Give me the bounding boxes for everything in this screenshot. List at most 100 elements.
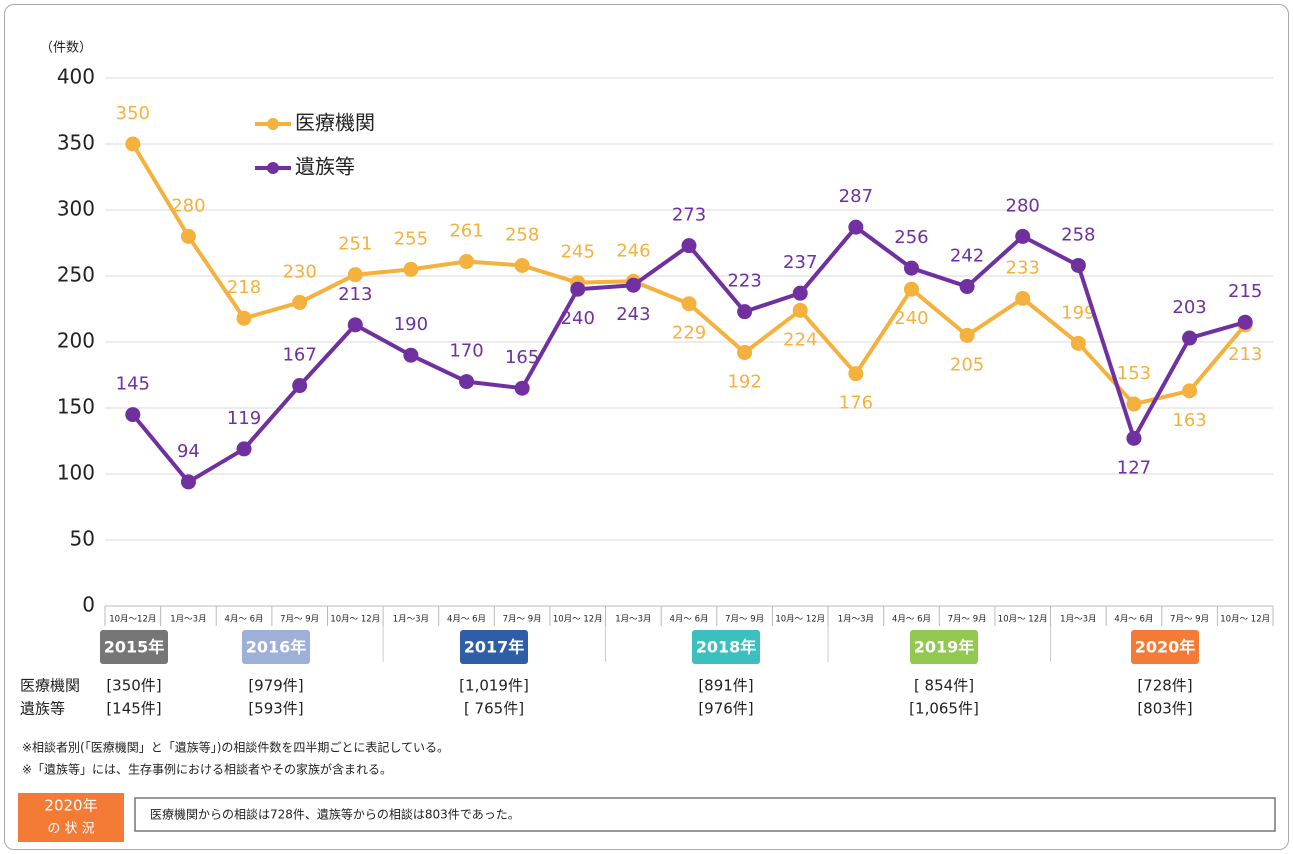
point — [403, 347, 419, 363]
point — [1126, 430, 1142, 446]
data-label: 261 — [449, 220, 483, 241]
data-label: 229 — [672, 323, 706, 344]
data-label: 218 — [227, 277, 261, 298]
year-badge — [692, 630, 760, 664]
data-label: 190 — [394, 314, 428, 335]
data-label: 192 — [727, 372, 761, 393]
data-label: 256 — [894, 227, 928, 248]
data-label: 127 — [1117, 457, 1151, 478]
data-label: 280 — [171, 195, 205, 216]
y-tick-label: 150 — [57, 395, 95, 419]
point — [570, 281, 586, 297]
point — [737, 345, 753, 361]
x-tick-label: 10月～12月 — [109, 615, 156, 625]
data-label: 233 — [1006, 257, 1040, 278]
point — [514, 380, 530, 396]
y-tick-label: 350 — [57, 131, 95, 155]
data-label: 163 — [1172, 410, 1206, 431]
data-label: 199 — [1061, 302, 1095, 323]
point — [1015, 228, 1031, 244]
year-badge-label: 2018年 — [696, 638, 757, 657]
x-tick-label: 4月～ 6月 — [447, 615, 486, 625]
x-tick-label: 7月～ 9月 — [1170, 615, 1209, 625]
data-label: 94 — [177, 441, 200, 462]
data-label: 165 — [505, 347, 539, 368]
y-tick-label: 250 — [57, 263, 95, 287]
point — [792, 285, 808, 301]
data-label: 213 — [1228, 344, 1262, 365]
data-label: 273 — [672, 205, 706, 226]
data-label: 213 — [338, 284, 372, 305]
legend-marker — [267, 162, 279, 174]
x-tick-label: 4月～ 6月 — [225, 615, 264, 625]
point — [514, 257, 530, 273]
point — [1070, 257, 1086, 273]
year-badge-label: 2020年 — [1135, 638, 1196, 657]
data-label: 240 — [894, 308, 928, 329]
medical-total: [ 854件] — [914, 677, 974, 695]
point — [125, 136, 141, 152]
x-tick-label: 7月～ 9月 — [948, 615, 987, 625]
x-tick-label: 7月～ 9月 — [503, 615, 542, 625]
x-tick-label: 7月～ 9月 — [280, 615, 319, 625]
point — [125, 407, 141, 423]
medical-total: [350件] — [106, 677, 161, 695]
data-label: 255 — [394, 228, 428, 249]
y-tick-label: 300 — [57, 197, 95, 221]
year-badge-label: 2017年 — [464, 638, 525, 657]
point — [180, 474, 196, 490]
data-label: 224 — [783, 329, 817, 350]
x-tick-label: 10月～ 12月 — [553, 615, 603, 625]
data-label: 350 — [116, 103, 150, 124]
year-badge — [460, 630, 528, 664]
point — [1237, 314, 1253, 330]
x-tick-label: 1月～3月 — [170, 615, 206, 625]
year-badge — [242, 630, 310, 664]
data-label: 176 — [839, 393, 873, 414]
x-tick-label: 1月～3月 — [615, 615, 651, 625]
medical-total: [891件] — [698, 677, 753, 695]
data-label: 215 — [1228, 281, 1262, 302]
y-tick-label: 50 — [70, 527, 95, 551]
point — [625, 277, 641, 293]
point — [792, 302, 808, 318]
point — [959, 327, 975, 343]
medical-total: [728件] — [1137, 677, 1192, 695]
point — [903, 260, 919, 276]
y-tick-label: 0 — [82, 593, 95, 617]
legend-label: 遺族等 — [295, 155, 355, 179]
point — [347, 317, 363, 333]
x-tick-label: 1月～3月 — [838, 615, 874, 625]
y-unit: （件数） — [40, 41, 92, 56]
year-badge-label: 2015年 — [104, 638, 165, 657]
data-label: 280 — [1006, 195, 1040, 216]
data-label: 246 — [616, 240, 650, 261]
y-tick-label: 100 — [57, 461, 95, 485]
family-total: [145件] — [106, 700, 161, 718]
frame — [4, 4, 1289, 850]
point — [1015, 290, 1031, 306]
point — [737, 304, 753, 320]
status-badge-line: 2020年 — [44, 797, 97, 815]
data-label: 243 — [616, 304, 650, 325]
status-box — [134, 797, 1276, 832]
medical-total: [979件] — [248, 677, 303, 695]
data-label: 153 — [1117, 363, 1151, 384]
point — [848, 366, 864, 382]
x-tick-label: 7月～ 9月 — [725, 615, 764, 625]
data-label: 119 — [227, 408, 261, 429]
point — [903, 281, 919, 297]
point — [848, 219, 864, 235]
family-total: [593件] — [248, 700, 303, 718]
x-tick-label: 1月～3月 — [1060, 615, 1096, 625]
point — [681, 296, 697, 312]
point — [292, 294, 308, 310]
x-tick-label: 1月～3月 — [393, 615, 429, 625]
data-label: 203 — [1172, 297, 1206, 318]
family-total: [ 765件] — [464, 700, 524, 718]
year-badge-label: 2016年 — [246, 638, 307, 657]
x-tick-label: 4月～ 6月 — [1114, 615, 1153, 625]
point — [1182, 330, 1198, 346]
x-tick-label: 4月～ 6月 — [892, 615, 931, 625]
